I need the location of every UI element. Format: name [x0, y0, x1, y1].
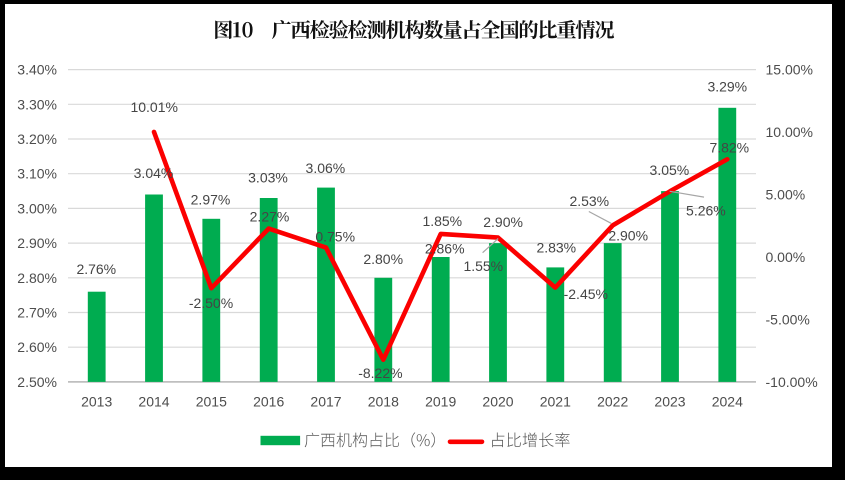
svg-text:10.01%: 10.01% [130, 99, 177, 115]
svg-text:2016: 2016 [253, 394, 284, 410]
svg-text:2017: 2017 [310, 394, 341, 410]
svg-text:1.55%: 1.55% [463, 258, 503, 274]
svg-text:0.00%: 0.00% [766, 249, 806, 265]
svg-text:3.03%: 3.03% [248, 169, 288, 185]
svg-text:2.27%: 2.27% [250, 208, 290, 224]
svg-text:-2.50%: -2.50% [189, 295, 233, 311]
svg-text:10.00%: 10.00% [766, 124, 813, 140]
svg-text:3.30%: 3.30% [17, 96, 57, 112]
svg-text:5.00%: 5.00% [766, 187, 806, 203]
svg-text:15.00%: 15.00% [766, 62, 813, 78]
svg-text:2.60%: 2.60% [17, 339, 57, 355]
svg-text:2.97%: 2.97% [191, 191, 231, 207]
svg-text:-5.00%: -5.00% [766, 311, 810, 327]
svg-text:3.05%: 3.05% [650, 162, 690, 178]
svg-text:2.90%: 2.90% [17, 235, 57, 251]
svg-text:2018: 2018 [368, 394, 399, 410]
svg-text:2.80%: 2.80% [363, 251, 403, 267]
svg-text:1.85%: 1.85% [422, 213, 462, 229]
svg-text:2023: 2023 [654, 394, 685, 410]
svg-text:2022: 2022 [597, 394, 628, 410]
svg-text:3.29%: 3.29% [707, 78, 747, 94]
svg-text:0.75%: 0.75% [315, 228, 355, 244]
svg-text:2.90%: 2.90% [608, 227, 648, 243]
svg-text:-10.00%: -10.00% [766, 374, 818, 390]
svg-text:2013: 2013 [81, 394, 112, 410]
svg-text:2020: 2020 [482, 394, 513, 410]
svg-text:2.83%: 2.83% [536, 240, 576, 256]
svg-text:3.06%: 3.06% [306, 160, 346, 176]
svg-text:2019: 2019 [425, 394, 456, 410]
svg-text:2.86%: 2.86% [425, 240, 465, 256]
svg-text:2014: 2014 [138, 394, 169, 410]
svg-text:5.26%: 5.26% [686, 202, 726, 218]
svg-text:3.20%: 3.20% [17, 131, 57, 147]
svg-text:3.40%: 3.40% [17, 62, 57, 78]
svg-text:-8.22%: -8.22% [358, 365, 402, 381]
svg-text:2.76%: 2.76% [76, 261, 116, 277]
svg-text:2.90%: 2.90% [483, 214, 523, 230]
svg-text:2.70%: 2.70% [17, 305, 57, 321]
svg-text:2.50%: 2.50% [17, 374, 57, 390]
svg-text:2024: 2024 [712, 394, 743, 410]
svg-text:3.04%: 3.04% [134, 165, 174, 181]
svg-text:2021: 2021 [540, 394, 571, 410]
svg-text:3.10%: 3.10% [17, 166, 57, 182]
svg-text:2.80%: 2.80% [17, 270, 57, 286]
svg-text:7.82%: 7.82% [709, 140, 749, 156]
svg-text:2.53%: 2.53% [569, 193, 609, 209]
svg-text:-2.45%: -2.45% [564, 286, 608, 302]
svg-text:3.00%: 3.00% [17, 200, 57, 216]
svg-text:2015: 2015 [196, 394, 227, 410]
